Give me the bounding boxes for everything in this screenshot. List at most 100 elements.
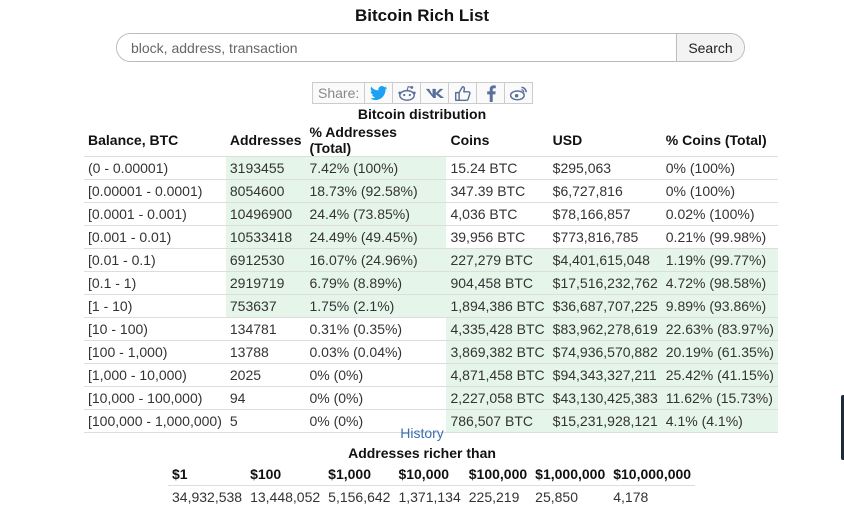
usd-cell: $94,343,327,211 (549, 364, 662, 387)
usd-cell: $4,401,615,048 (549, 249, 662, 272)
balance-cell: [0.0001 - 0.001) (84, 203, 226, 226)
balance-cell: (0 - 0.00001) (84, 157, 226, 180)
pct-coins-cell: 4.72% (98.58%) (662, 272, 778, 295)
pct-addresses-cell: 1.75% (2.1%) (305, 295, 446, 318)
pct-addresses-cell: 0.03% (0.04%) (305, 341, 446, 364)
pct-addresses-cell: 7.42% (100%) (305, 157, 446, 180)
addresses-cell: 10533418 (226, 226, 306, 249)
usd-cell: $43,130,425,383 (549, 387, 662, 410)
richer-threshold: $10,000,000 (609, 463, 695, 486)
pct-addresses-cell: 16.07% (24.96%) (305, 249, 446, 272)
share-bar: Share: (312, 82, 533, 104)
pct-addresses-cell: 0.31% (0.35%) (305, 318, 446, 341)
column-header: % Coins (Total) (662, 124, 778, 157)
search-input[interactable] (117, 34, 676, 61)
usd-cell: $36,687,707,225 (549, 295, 662, 318)
balance-cell: [100 - 1,000) (84, 341, 226, 364)
pct-coins-cell: 1.19% (99.77%) (662, 249, 778, 272)
richer-threshold: $100 (246, 463, 324, 486)
addresses-cell: 2919719 (226, 272, 306, 295)
pct-addresses-cell: 0% (0%) (305, 387, 446, 410)
pct-addresses-cell: 18.73% (92.58%) (305, 180, 446, 203)
usd-cell: $17,516,232,762 (549, 272, 662, 295)
richer-threshold: $10,000 (394, 463, 464, 486)
pct-coins-cell: 22.63% (83.97%) (662, 318, 778, 341)
balance-cell: [1 - 10) (84, 295, 226, 318)
coins-cell: 904,458 BTC (446, 272, 548, 295)
addresses-cell: 2025 (226, 364, 306, 387)
coins-cell: 15.24 BTC (446, 157, 548, 180)
history-row: History (0, 425, 844, 441)
pct-coins-cell: 20.19% (61.35%) (662, 341, 778, 364)
search-bar: Search (116, 33, 745, 62)
search-button[interactable]: Search (676, 34, 744, 61)
pct-coins-cell: 0.21% (99.98%) (662, 226, 778, 249)
richer-title: Addresses richer than (0, 445, 844, 461)
usd-cell: $78,166,857 (549, 203, 662, 226)
pct-coins-cell: 0.02% (100%) (662, 203, 778, 226)
pct-addresses-cell: 6.79% (8.89%) (305, 272, 446, 295)
distribution-table: Balance, BTC Addresses % Addresses (Tota… (84, 124, 778, 433)
column-header: % Addresses (Total) (305, 124, 446, 157)
richer-table: $1$100$1,000$10,000$100,000$1,000,000$10… (168, 463, 695, 508)
column-header: Coins (446, 124, 548, 157)
balance-cell: [0.01 - 0.1) (84, 249, 226, 272)
coins-cell: 347.39 BTC (446, 180, 548, 203)
richer-threshold: $1 (168, 463, 246, 486)
balance-cell: [0.1 - 1) (84, 272, 226, 295)
balance-cell: [0.001 - 0.01) (84, 226, 226, 249)
richer-threshold: $1,000,000 (531, 463, 609, 486)
richer-header-row: $1$100$1,000$10,000$100,000$1,000,000$10… (168, 463, 695, 486)
coins-cell: 4,036 BTC (446, 203, 548, 226)
addresses-cell: 8054600 (226, 180, 306, 203)
twitter-icon[interactable] (365, 83, 393, 103)
pct-addresses-cell: 24.49% (49.45%) (305, 226, 446, 249)
coins-cell: 4,871,458 BTC (446, 364, 548, 387)
addresses-cell: 3193455 (226, 157, 306, 180)
pct-addresses-cell: 0% (0%) (305, 364, 446, 387)
usd-cell: $83,962,278,619 (549, 318, 662, 341)
balance-cell: [10,000 - 100,000) (84, 387, 226, 410)
addresses-cell: 6912530 (226, 249, 306, 272)
pct-coins-cell: 0% (100%) (662, 180, 778, 203)
share-label: Share: (313, 83, 365, 103)
coins-cell: 2,227,058 BTC (446, 387, 548, 410)
coins-cell: 227,279 BTC (446, 249, 548, 272)
coins-cell: 4,335,428 BTC (446, 318, 548, 341)
usd-cell: $773,816,785 (549, 226, 662, 249)
balance-cell: [0.00001 - 0.0001) (84, 180, 226, 203)
balance-cell: [1,000 - 10,000) (84, 364, 226, 387)
coins-cell: 1,894,386 BTC (446, 295, 548, 318)
vk-icon[interactable] (421, 83, 449, 103)
addresses-cell: 94 (226, 387, 306, 410)
richer-threshold: $1,000 (324, 463, 394, 486)
distribution-header-row: Balance, BTC Addresses % Addresses (Tota… (84, 124, 778, 157)
page-title: Bitcoin Rich List (0, 6, 844, 26)
reddit-icon[interactable] (393, 83, 421, 103)
column-header: USD (549, 124, 662, 157)
addresses-cell: 134781 (226, 318, 306, 341)
facebook-icon[interactable] (477, 83, 505, 103)
history-link[interactable]: History (400, 425, 444, 441)
weibo-icon[interactable] (505, 83, 532, 103)
pct-coins-cell: 25.42% (41.15%) (662, 364, 778, 387)
like-icon[interactable] (449, 83, 477, 103)
pct-coins-cell: 11.62% (15.73%) (662, 387, 778, 410)
pct-coins-cell: 0% (100%) (662, 157, 778, 180)
coins-cell: 3,869,382 BTC (446, 341, 548, 364)
pct-addresses-cell: 24.4% (73.85%) (305, 203, 446, 226)
addresses-cell: 753637 (226, 295, 306, 318)
usd-cell: $295,063 (549, 157, 662, 180)
distribution-title: Bitcoin distribution (0, 106, 844, 122)
